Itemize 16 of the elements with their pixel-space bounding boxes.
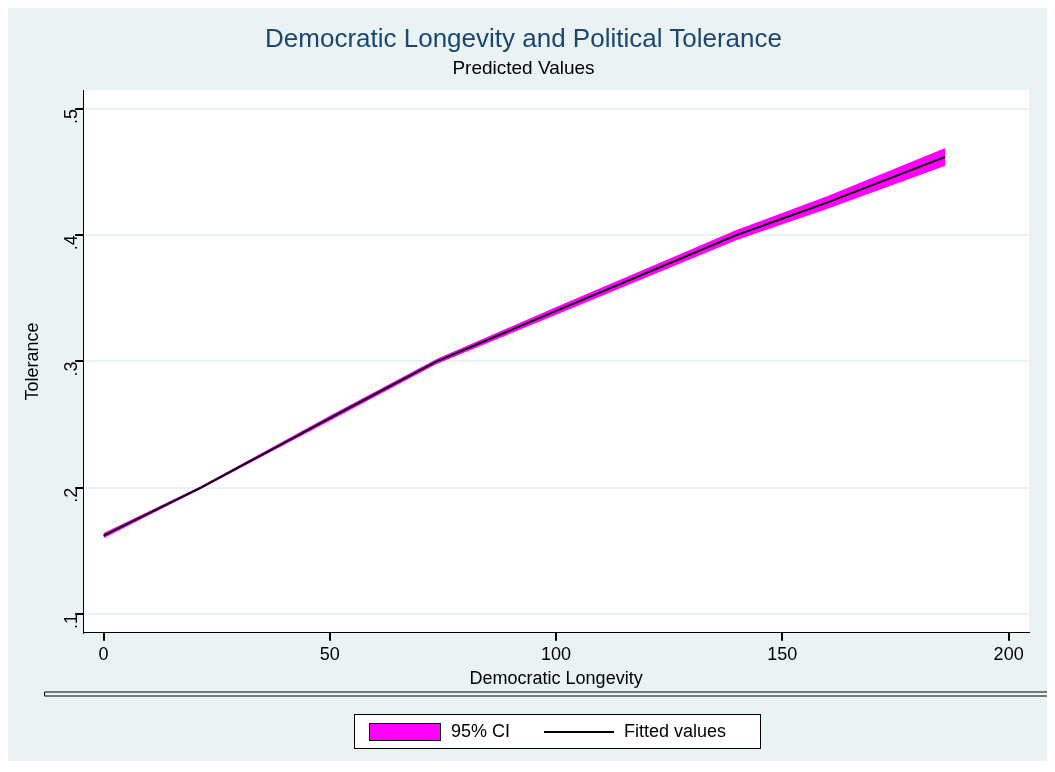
x-axis-title: Democratic Longevity xyxy=(469,668,643,689)
chart-subtitle: Predicted Values xyxy=(452,56,595,78)
x-tick-label: 200 xyxy=(993,643,1024,664)
text: 95% CI xyxy=(450,721,510,742)
chart-title: Democratic Longevity and Political Tolerance xyxy=(265,22,782,53)
y-tick-label: .2 xyxy=(61,487,82,503)
x-tick-label: 100 xyxy=(541,643,572,664)
x-tick-label: 50 xyxy=(319,643,340,664)
x-tick-label: 150 xyxy=(767,643,798,664)
y-tick-label: .4 xyxy=(61,235,82,251)
x-tick-label: 0 xyxy=(98,643,109,664)
y-axis-title: Tolerance xyxy=(21,322,42,401)
y-tick-label: .3 xyxy=(61,361,82,377)
y-tick-label: .1 xyxy=(61,613,82,629)
y-tick-label: .5 xyxy=(61,108,82,124)
legend-label: Fitted values xyxy=(623,721,727,742)
